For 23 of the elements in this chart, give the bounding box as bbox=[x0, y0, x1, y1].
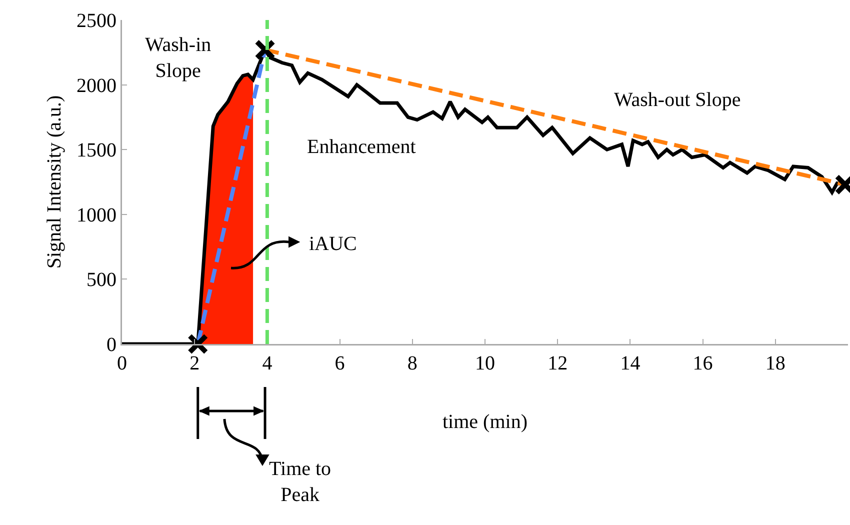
point bbox=[187, 334, 208, 354]
y-axis-title: Signal Intensity (a.u.) bbox=[43, 95, 66, 269]
x-tick-label: 18 bbox=[765, 352, 786, 374]
annotation: iAUC bbox=[309, 233, 357, 255]
x-tick-label: 16 bbox=[692, 352, 713, 374]
annotation: Wash-out Slope bbox=[614, 89, 741, 111]
x-tick-label: 6 bbox=[334, 352, 345, 374]
annotation: Wash-in Slope bbox=[145, 34, 212, 82]
y-tick-label: 2500 bbox=[76, 10, 116, 32]
x-tick-label: 8 bbox=[407, 352, 418, 374]
x-tick-label: 10 bbox=[475, 352, 495, 374]
x-tick-label: 14 bbox=[620, 352, 640, 374]
x-tick-label: 4 bbox=[262, 352, 272, 374]
y-tick-label: 1000 bbox=[76, 204, 116, 226]
y-tick-label: 2000 bbox=[76, 74, 116, 97]
x-tick-label: 12 bbox=[548, 352, 568, 374]
annotation: Enhancement bbox=[307, 136, 416, 158]
y-tick-label: 1500 bbox=[76, 140, 116, 162]
x-tick-label: 2 bbox=[190, 352, 200, 374]
text: Time to Peak bbox=[269, 458, 332, 506]
y-tick-label: 500 bbox=[86, 269, 116, 292]
x-axis-title: time (min) bbox=[442, 410, 528, 433]
y-tick-label: 0 bbox=[106, 334, 116, 356]
